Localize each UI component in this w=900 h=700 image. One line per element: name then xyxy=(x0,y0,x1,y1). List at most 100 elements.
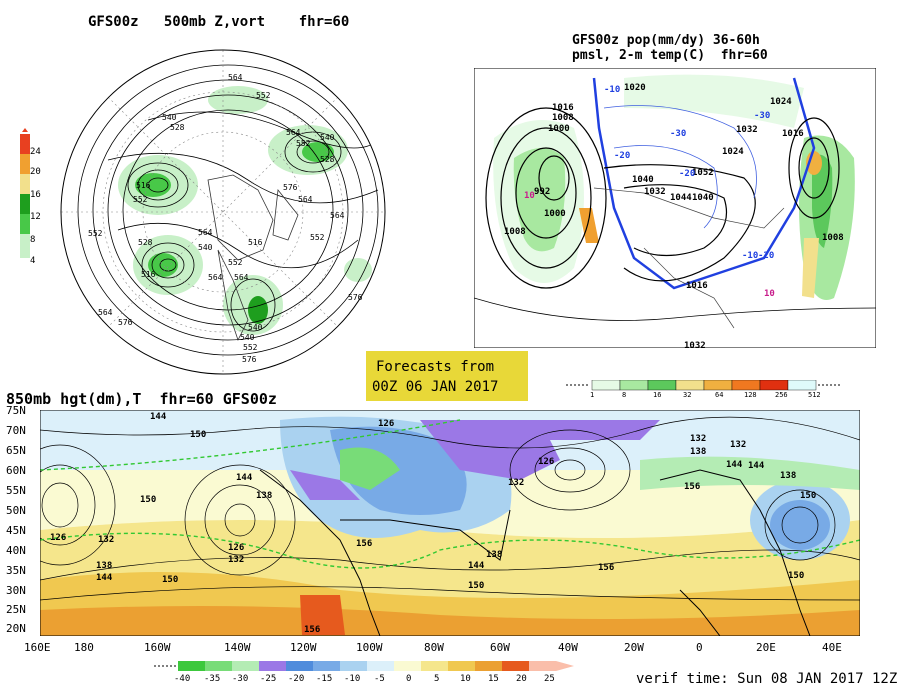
500mb-polar-map: 564 552 540 528 516 552 564 576 516 528 … xyxy=(60,49,386,375)
temp-cb-tick: 20 xyxy=(516,674,527,684)
500mb-contour-label: 540 xyxy=(320,133,335,142)
height-label: 144 xyxy=(726,460,743,470)
500mb-contour-label: 564 xyxy=(234,273,249,282)
lat-label: 55N xyxy=(6,484,26,497)
forecast-box: Forecasts from 00Z 06 JAN 2017 xyxy=(366,351,528,401)
temp-colorbar-segment xyxy=(205,661,232,671)
500mb-contour-label: 564 xyxy=(298,195,313,204)
temp-cb-tick: -15 xyxy=(316,674,333,684)
height-label: 144 xyxy=(236,473,253,483)
lon-label: 0 xyxy=(696,641,703,654)
lon-label: 160W xyxy=(144,641,171,654)
500mb-contour-label: 516 xyxy=(136,181,151,190)
lat-label: 40N xyxy=(6,544,26,557)
500mb-cb-tick-8: 8 xyxy=(30,235,36,245)
500mb-contour-label: 552 xyxy=(310,233,325,242)
precip-panel-title-2: pmsl, 2-m temp(C) fhr=60 xyxy=(572,48,768,63)
height-label: 144 xyxy=(96,573,113,583)
verif-time: verif time: Sun 08 JAN 2017 12Z xyxy=(636,671,898,687)
500mb-contour-label: 540 xyxy=(240,333,255,342)
isobar-label: 1016 xyxy=(686,281,708,291)
isobar-label: 1032 xyxy=(736,125,758,135)
temp-label: -30 xyxy=(754,111,770,121)
temp-label: -10 xyxy=(604,85,620,95)
height-label: 126 xyxy=(50,533,66,543)
lat-label: 30N xyxy=(6,584,26,597)
precip-colorbar-segment xyxy=(703,380,733,391)
500mb-contour-label: 516 xyxy=(141,270,156,279)
isobar-label: 1040 xyxy=(632,175,654,185)
lat-label: 60N xyxy=(6,464,26,477)
isobar-label: 1032 xyxy=(644,187,666,197)
temp-cb-tick: 10 xyxy=(460,674,471,684)
height-label: 138 xyxy=(256,491,272,501)
isobar-label: 1020 xyxy=(624,83,646,93)
forecast-line-1: Forecasts from xyxy=(376,359,495,375)
500mb-contour-label: 552 xyxy=(228,258,243,267)
500mb-contour-label: 540 xyxy=(162,113,177,122)
lat-label: 25N xyxy=(6,603,26,616)
isobar-label: 1008 xyxy=(504,227,526,237)
500mb-contour-label: 540 xyxy=(248,323,263,332)
500mb-contour-label: 528 xyxy=(138,238,153,247)
lat-label: 65N xyxy=(6,444,26,457)
precip-map: 1016 1008 1000 992 1000 1008 1020 1024 1… xyxy=(474,68,876,348)
temp-label: -10 xyxy=(742,251,758,261)
500mb-cb-tick-16: 16 xyxy=(30,190,41,200)
isobar-label: 1024 xyxy=(770,97,792,107)
height-label: 138 xyxy=(96,561,112,571)
500mb-contour-label: 576 xyxy=(348,293,363,302)
temp-cb-tick: -30 xyxy=(232,674,249,684)
500mb-contour-label: 516 xyxy=(248,238,263,247)
height-label: 144 xyxy=(150,412,167,422)
height-label: 144 xyxy=(468,561,485,571)
lat-label: 20N xyxy=(6,622,26,635)
height-label: 132 xyxy=(228,555,244,565)
temp-colorbar-segment xyxy=(475,661,502,671)
precip-cb-tick: 1 xyxy=(590,391,595,399)
temp-colorbar-segment xyxy=(394,661,421,671)
lon-label: 40W xyxy=(558,641,578,654)
500mb-contour-label: 576 xyxy=(118,318,133,327)
500mb-cb-tick-12: 12 xyxy=(30,212,41,222)
height-label: 132 xyxy=(690,434,706,444)
lat-label: 75N xyxy=(6,404,26,417)
lat-label: 70N xyxy=(6,424,26,437)
precip-cb-tick: 64 xyxy=(715,391,724,399)
precip-colorbar xyxy=(566,380,842,391)
temp-cb-tick: -40 xyxy=(174,674,191,684)
temp-colorbar-segment xyxy=(286,661,313,671)
temp-colorbar-segment xyxy=(421,661,448,671)
temp-cb-tick: -35 xyxy=(204,674,221,684)
isobar-label: 1044 xyxy=(670,193,692,203)
precip-colorbar-segment xyxy=(591,380,621,391)
isobar-label: 1032 xyxy=(684,341,706,348)
temp-colorbar-segment xyxy=(367,661,394,671)
height-label: 132 xyxy=(98,535,114,545)
temp-label: -30 xyxy=(670,129,686,139)
lat-label: 45N xyxy=(6,524,26,537)
height-label: 144 xyxy=(748,461,765,471)
500mb-contour-label: 552 xyxy=(256,91,271,100)
500mb-contour-label: 528 xyxy=(170,123,185,132)
500mb-contour-label: 576 xyxy=(242,355,257,364)
lon-label: 20E xyxy=(756,641,776,654)
lon-label: 160E xyxy=(24,641,51,654)
precip-cb-tick: 512 xyxy=(808,391,821,399)
precip-cb-ticks: 1 8 16 32 64 128 256 512 xyxy=(590,391,830,403)
height-label: 132 xyxy=(730,440,746,450)
temp-label: -20 xyxy=(679,169,695,179)
precip-colorbar-segment xyxy=(647,380,677,391)
isobar-label: 1008 xyxy=(552,113,574,123)
temp-cb-tick: 0 xyxy=(406,674,412,684)
precip-cb-tick: 128 xyxy=(744,391,757,399)
500mb-contour-label: 564 xyxy=(228,73,243,82)
500mb-contour-label: 528 xyxy=(320,155,335,164)
lon-label: 60W xyxy=(490,641,510,654)
precip-panel-title-1: GFS00z pop(mm/dy) 36-60h xyxy=(572,33,760,48)
isobar-label: 1052 xyxy=(692,168,714,178)
isobar-label: 1016 xyxy=(782,129,804,139)
lon-label: 120W xyxy=(290,641,317,654)
500mb-contour-label: 564 xyxy=(286,128,301,137)
precip-cb-tick: 32 xyxy=(683,391,692,399)
